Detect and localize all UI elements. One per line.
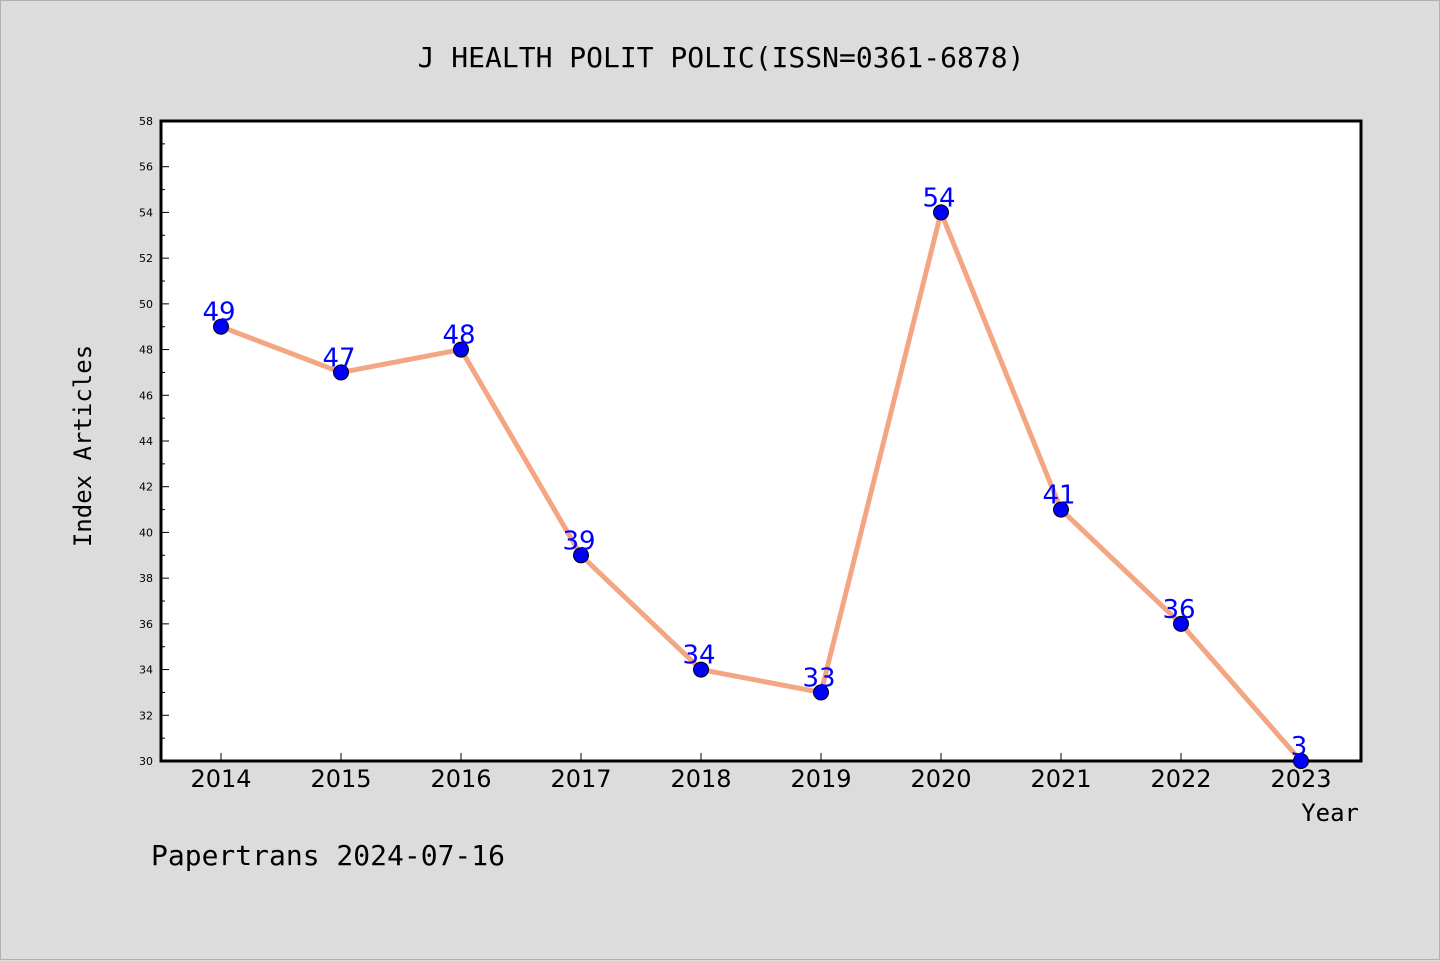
data-label: 3 (1291, 732, 1308, 762)
y-tick-label: 44 (139, 435, 153, 448)
y-axis: 30 32 34 36 38 40 42 44 46 48 50 52 54 56 58 (139, 115, 169, 768)
data-point (1293, 753, 1309, 769)
y-tick-label: 40 (139, 526, 153, 539)
x-tick-label: 2017 (550, 765, 611, 793)
series-group: 49 47 48 39 34 33 54 41 36 3 (202, 183, 1309, 769)
x-axis: 2014 2015 2016 2017 2018 2019 2020 2021 2022 2023 (190, 753, 1332, 793)
x-axis-label: Year (1301, 799, 1359, 827)
x-tick-label: 2020 (910, 765, 971, 793)
x-tick-label: 2021 (1030, 765, 1091, 793)
x-tick-label: 2023 (1270, 765, 1331, 793)
data-label: 41 (1042, 481, 1075, 511)
data-label: 33 (802, 663, 835, 693)
data-label: 54 (922, 183, 955, 213)
data-label: 36 (1162, 595, 1195, 625)
data-label: 48 (442, 321, 475, 351)
y-tick-label: 30 (139, 755, 153, 768)
data-point (453, 341, 469, 358)
data-point (933, 204, 949, 221)
x-tick-label: 2022 (1150, 765, 1211, 793)
y-tick-label: 52 (139, 252, 153, 265)
x-tick-label: 2014 (190, 765, 251, 793)
chart-title: J HEALTH POLIT POLIC(ISSN=0361-6878) (418, 41, 1025, 74)
data-label: 47 (322, 343, 355, 373)
data-point (213, 318, 229, 335)
data-point (1053, 501, 1069, 518)
x-tick-label: 2019 (790, 765, 851, 793)
x-tick-label: 2018 (670, 765, 731, 793)
data-label: 39 (562, 526, 595, 556)
data-point (1173, 615, 1189, 632)
y-tick-label: 36 (139, 618, 153, 631)
data-point (573, 547, 589, 564)
y-tick-label: 38 (139, 572, 153, 585)
plot-area (159, 119, 1363, 763)
data-label: 34 (682, 641, 715, 671)
y-tick-label: 54 (139, 206, 153, 219)
y-tick-label: 48 (139, 344, 153, 357)
x-tick-label: 2016 (430, 765, 491, 793)
data-point (813, 684, 829, 701)
y-tick-label: 56 (139, 161, 153, 174)
footer-credit: Papertrans 2024-07-16 (151, 839, 505, 872)
x-tick-label: 2015 (310, 765, 371, 793)
y-axis-label: Index Articles (69, 345, 97, 547)
y-tick-label: 42 (139, 481, 153, 494)
y-tick-label: 32 (139, 709, 153, 722)
y-tick-label: 34 (139, 664, 153, 677)
data-point (333, 364, 349, 381)
y-tick-label: 46 (139, 389, 153, 402)
y-tick-label: 50 (139, 298, 153, 311)
data-label: 49 (202, 298, 235, 328)
y-tick-label: 58 (139, 115, 153, 128)
data-point (693, 661, 709, 678)
series-line (220, 209, 1303, 763)
